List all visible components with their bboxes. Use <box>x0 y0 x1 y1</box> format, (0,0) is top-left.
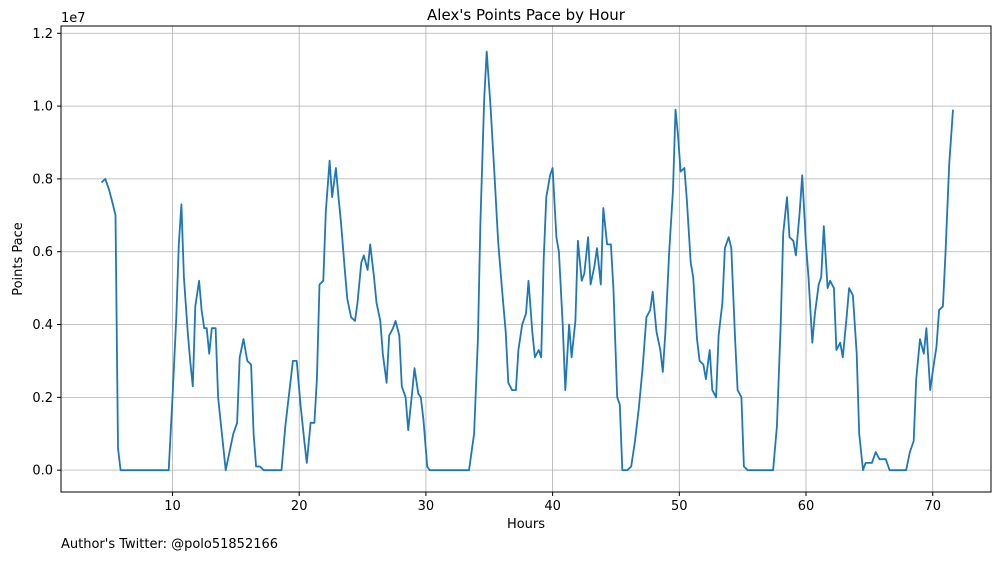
chart-title: Alex's Points Pace by Hour <box>427 6 626 24</box>
x-axis-ticks: 10 20 30 40 50 60 70 <box>164 492 941 514</box>
y-tick-label: 0.0 <box>32 464 53 479</box>
y-tick-label: 0.6 <box>32 245 53 260</box>
y-axis-title: Points Pace <box>11 222 26 296</box>
x-tick-label: 30 <box>418 499 435 514</box>
y-tick-label: 0.4 <box>32 318 53 333</box>
x-tick-label: 60 <box>798 499 815 514</box>
y-tick-label: 1.0 <box>32 100 53 115</box>
series-layer <box>100 50 954 472</box>
x-tick-label: 50 <box>671 499 688 514</box>
y-tick-label: 0.8 <box>32 172 53 187</box>
x-axis-title: Hours <box>507 517 545 532</box>
x-tick-label: 40 <box>544 499 561 514</box>
x-tick-label: 20 <box>291 499 308 514</box>
x-tick-label: 70 <box>924 499 941 514</box>
plot-frame <box>60 25 992 493</box>
y-axis-ticks: 0.0 0.2 0.4 0.6 0.8 1.0 1.2 <box>32 27 61 479</box>
series-line <box>100 50 954 472</box>
author-note: Author's Twitter: @polo51852166 <box>61 537 279 552</box>
y-tick-label: 0.2 <box>32 391 53 406</box>
grid-lines <box>61 26 991 492</box>
y-axis-offset-label: 1e7 <box>61 11 86 26</box>
x-tick-label: 10 <box>164 499 181 514</box>
y-tick-label: 1.2 <box>32 27 53 42</box>
